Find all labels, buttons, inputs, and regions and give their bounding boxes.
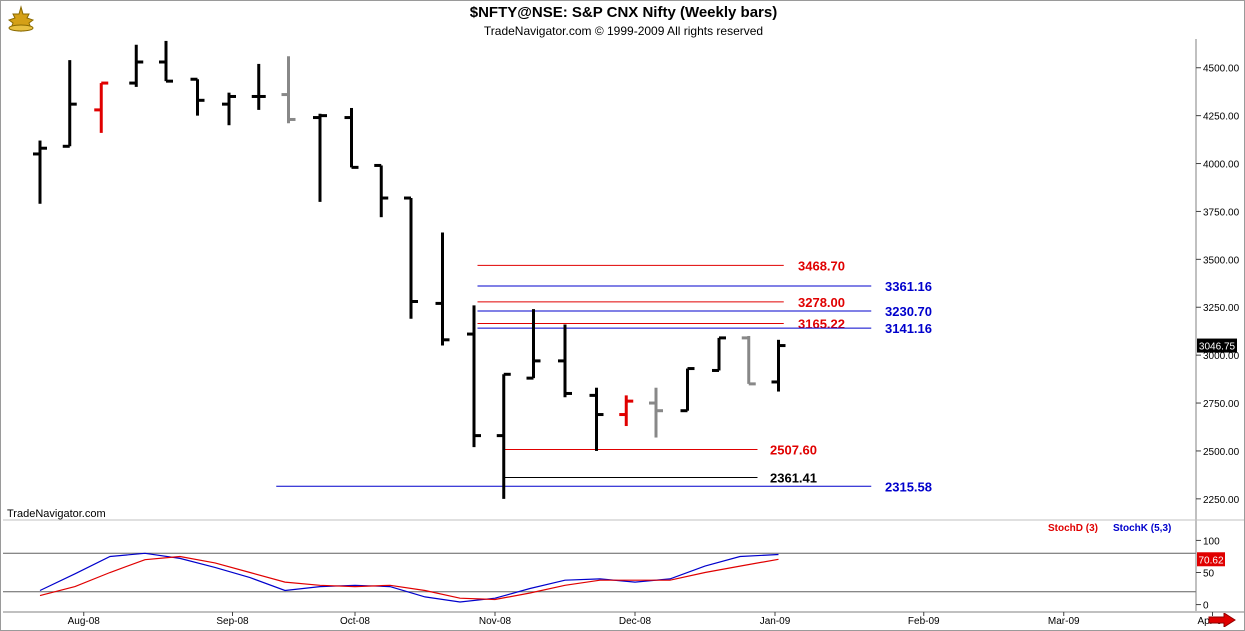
ohlc-bar (129, 44, 144, 87)
ohlc-bar (771, 339, 786, 392)
stoch-series-line (39, 555, 779, 601)
ohlc-bar (94, 81, 109, 133)
price-y-tick-label: 2250.00 (1203, 495, 1240, 506)
last-price-label: 3046.75 (1199, 342, 1236, 353)
scroll-right-arrow-icon[interactable] (1208, 613, 1236, 627)
level-label: 3230.70 (885, 304, 932, 319)
level-label: 3278.00 (798, 295, 845, 310)
price-y-tick-label: 4250.00 (1203, 112, 1240, 123)
watermark: TradeNavigator.com (7, 508, 106, 520)
x-tick-label: Aug-08 (68, 616, 101, 627)
level-label: 3165.22 (798, 316, 845, 331)
chart-title: $NFTY@NSE: S&P CNX Nifty (Weekly bars) (469, 4, 778, 21)
level-label: 2315.58 (885, 479, 932, 494)
x-tick-label: Nov-08 (479, 616, 512, 627)
ohlc-bar (404, 196, 418, 319)
ohlc-bar (435, 232, 450, 346)
ohlc-bar (649, 387, 663, 438)
level-label: 3361.16 (885, 279, 932, 294)
price-y-tick-label: 2500.00 (1203, 447, 1240, 458)
ohlc-bar (344, 107, 359, 169)
x-tick-label: Dec-08 (619, 616, 652, 627)
x-tick-label: Jan-09 (760, 616, 791, 627)
x-tick-label: Feb-09 (908, 616, 940, 627)
ohlc-bar (526, 309, 541, 380)
stoch-y-tick-label: 100 (1203, 536, 1220, 547)
ohlc-bar (62, 60, 77, 148)
stoch-series-line (39, 552, 779, 603)
ohlc-bar (496, 372, 511, 499)
ohlc-bar (741, 335, 756, 386)
price-y-tick-label: 4000.00 (1203, 160, 1240, 171)
ohlc-bar (589, 387, 604, 451)
ohlc-bar (281, 56, 296, 124)
ohlc-bar (680, 367, 695, 413)
level-label: 2361.41 (770, 470, 817, 485)
x-tick-label: Oct-08 (340, 616, 370, 627)
ohlc-bar (619, 395, 634, 427)
ohlc-bar (558, 324, 572, 398)
level-label: 3468.70 (798, 258, 845, 273)
price-y-tick-label: 3250.00 (1203, 303, 1240, 314)
stoch-y-tick-label: 50 (1203, 569, 1215, 580)
stoch-legend-entry: StochK (5,3) (1113, 523, 1171, 534)
ohlc-bar (467, 305, 481, 448)
ohlc-bar (33, 140, 47, 204)
ohlc-bar (251, 63, 266, 110)
x-tick-label: Mar-09 (1048, 616, 1080, 627)
stoch-y-tick-label: 0 (1203, 601, 1209, 612)
stoch-legend-entry: StochD (3) (1048, 523, 1098, 534)
x-tick-label: Sep-08 (216, 616, 249, 627)
price-y-tick-label: 3750.00 (1203, 207, 1240, 218)
level-label: 2507.60 (770, 442, 817, 457)
stoch-last-value-box (1197, 552, 1225, 567)
copyright-text: TradeNavigator.com © 1999-2009 All right… (483, 24, 764, 38)
ohlc-bar (222, 92, 236, 126)
price-y-tick-label: 4500.00 (1203, 64, 1240, 75)
ohlc-bar (159, 40, 173, 83)
stoch-last-value-label: 70.62 (1198, 555, 1223, 566)
last-price-box (1197, 338, 1237, 353)
level-label: 3141.16 (885, 321, 932, 336)
price-y-tick-label: 2750.00 (1203, 399, 1240, 410)
ohlc-bar (712, 336, 726, 372)
ohlc-bar (313, 113, 327, 202)
price-y-tick-label: 3000.00 (1203, 351, 1240, 362)
trade-navigator-logo-icon (7, 5, 35, 33)
ohlc-bar (190, 77, 205, 116)
ohlc-bar (374, 163, 389, 218)
price-y-tick-label: 3500.00 (1203, 255, 1240, 266)
